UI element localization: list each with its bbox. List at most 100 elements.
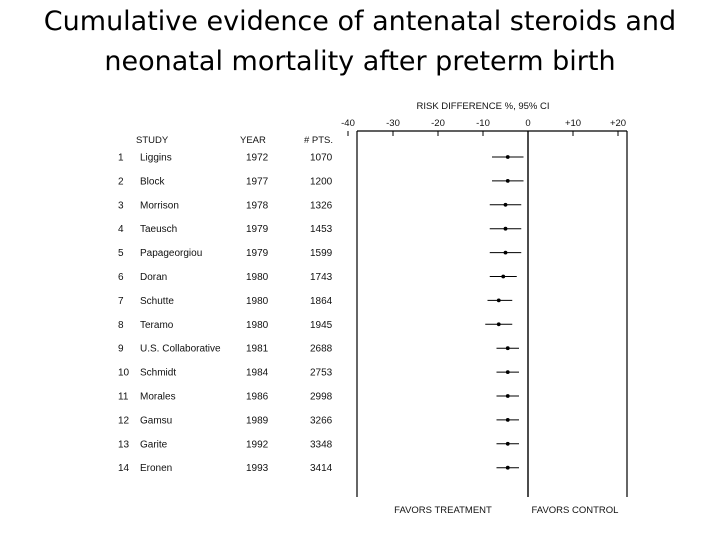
row-number: 10 [118, 368, 130, 379]
row-year: 1992 [246, 439, 269, 450]
row-study: Taeusch [140, 224, 177, 235]
row-pts: 2998 [310, 392, 333, 403]
row-study: Block [140, 176, 165, 187]
row-study: Gamsu [140, 415, 172, 426]
row-year: 1980 [246, 296, 269, 307]
row-pts: 1453 [310, 224, 333, 235]
point-estimate [505, 155, 510, 159]
study-row: 7 Schutte 1980 1864 [118, 296, 513, 307]
row-pts: 2753 [310, 368, 333, 379]
row-year: 1980 [246, 272, 269, 283]
slide-title-line1: Cumulative evidence of antenatal steroid… [43, 6, 677, 37]
row-pts: 3266 [310, 415, 333, 426]
row-number: 13 [118, 439, 130, 450]
point-estimate [501, 274, 506, 279]
study-row: 8 Teramo 1980 1945 [118, 320, 513, 331]
study-row: 14 Eronen 1993 3414 [118, 463, 519, 474]
row-year: 1972 [246, 153, 269, 164]
favors-treatment-label: FAVORS TREATMENT [394, 505, 492, 516]
point-estimate [496, 298, 501, 303]
point-estimate [505, 465, 510, 470]
point-estimate [505, 418, 510, 422]
row-pts: 1864 [310, 296, 333, 307]
row-number: 14 [118, 463, 130, 474]
row-study: Papageorgiou [140, 248, 202, 259]
row-pts: 1200 [310, 176, 333, 187]
row-number: 6 [118, 272, 124, 283]
row-pts: 3414 [310, 463, 333, 474]
x-tick-label: +10 [565, 118, 581, 129]
row-number: 5 [118, 248, 124, 259]
study-row: 13 Garite 1992 3348 [118, 439, 519, 450]
row-year: 1981 [246, 344, 269, 355]
row-year: 1979 [246, 224, 269, 235]
slide-title: Cumulative evidence of antenatal steroid… [0, 2, 720, 82]
study-row: 11 Morales 1986 2998 [118, 392, 519, 403]
study-row: 2 Block 1977 1200 [118, 176, 524, 187]
study-row: 12 Gamsu 1989 3266 [118, 415, 519, 426]
row-study: Morales [140, 392, 176, 403]
row-pts: 1743 [310, 272, 333, 283]
point-estimate [503, 250, 508, 255]
row-study: Schmidt [140, 368, 176, 379]
x-tick-label: -20 [431, 118, 445, 129]
study-row: 10 Schmidt 1984 2753 [118, 368, 519, 379]
row-number: 7 [118, 296, 124, 307]
row-year: 1980 [246, 320, 269, 331]
row-study: Liggins [140, 153, 172, 164]
row-study: U.S. Collaborative [140, 344, 221, 355]
row-year: 1979 [246, 248, 269, 259]
row-year: 1993 [246, 463, 269, 474]
point-estimate [503, 202, 508, 207]
point-estimate [505, 441, 510, 446]
row-number: 4 [118, 224, 124, 235]
point-estimate [505, 179, 510, 183]
row-year: 1977 [246, 176, 269, 187]
row-study: Doran [140, 272, 167, 283]
favors-control-label: FAVORS CONTROL [532, 505, 619, 516]
x-tick-label: -30 [386, 118, 400, 129]
column-header-study: STUDY [136, 135, 169, 146]
row-year: 1984 [246, 368, 269, 379]
row-number: 2 [118, 176, 124, 187]
row-study: Morrison [140, 200, 179, 211]
x-tick-label: -10 [476, 118, 490, 129]
row-pts: 1326 [310, 200, 333, 211]
study-row: 4 Taeusch 1979 1453 [118, 224, 522, 235]
row-number: 1 [118, 153, 124, 164]
point-estimate [505, 370, 510, 374]
row-study: Garite [140, 439, 168, 450]
row-pts: 3348 [310, 439, 333, 450]
row-study: Eronen [140, 463, 172, 474]
slide-title-line2: neonatal mortality after preterm birth [104, 46, 616, 77]
x-tick-label: -40 [341, 118, 355, 129]
study-row: 1 Liggins 1972 1070 [118, 153, 524, 164]
point-estimate [505, 346, 510, 351]
axis-title: RISK DIFFERENCE %, 95% CI [416, 101, 549, 112]
study-row: 9 U.S. Collaborative 1981 2688 [118, 344, 519, 355]
row-year: 1989 [246, 415, 269, 426]
row-number: 9 [118, 344, 124, 355]
point-estimate [503, 226, 508, 231]
row-pts: 1945 [310, 320, 333, 331]
column-header-year: YEAR [240, 135, 266, 146]
row-pts: 1070 [310, 153, 333, 164]
study-row: 6 Doran 1980 1743 [118, 272, 517, 283]
point-estimate [496, 322, 501, 327]
row-year: 1986 [246, 392, 269, 403]
row-number: 12 [118, 415, 130, 426]
row-study: Schutte [140, 296, 174, 307]
row-number: 11 [118, 392, 129, 403]
point-estimate [505, 394, 510, 398]
study-row: 3 Morrison 1978 1326 [118, 200, 522, 211]
row-number: 8 [118, 320, 124, 331]
row-pts: 2688 [310, 344, 333, 355]
row-year: 1978 [246, 200, 269, 211]
row-number: 3 [118, 200, 124, 211]
row-study: Teramo [140, 320, 174, 331]
row-pts: 1599 [310, 248, 333, 259]
x-tick-label: +20 [610, 118, 626, 129]
x-tick-label: 0 [525, 118, 530, 129]
study-row: 5 Papageorgiou 1979 1599 [118, 248, 522, 259]
